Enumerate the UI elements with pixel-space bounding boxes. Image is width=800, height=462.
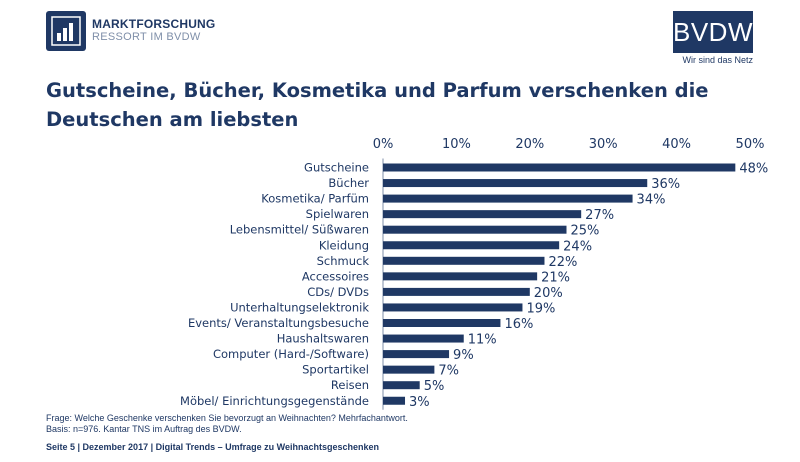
footnote-question: Frage: Welche Geschenke verschenken Sie … bbox=[46, 413, 408, 423]
bar bbox=[383, 256, 545, 265]
x-tick-label: 20% bbox=[515, 137, 544, 152]
data-label: 9% bbox=[453, 348, 474, 363]
logo-line-1: MARKTFORSCHUNG bbox=[92, 17, 216, 31]
category-label: Kleidung bbox=[319, 238, 369, 252]
x-tick-label: 40% bbox=[662, 137, 691, 152]
category-label: Gutscheine bbox=[304, 161, 369, 175]
data-label: 19% bbox=[526, 301, 555, 316]
x-tick-label: 0% bbox=[373, 137, 394, 152]
data-label: 21% bbox=[541, 270, 570, 285]
x-tick-label: 30% bbox=[589, 137, 618, 152]
page-footer: Seite 5 | Dezember 2017 | Digital Trends… bbox=[46, 442, 379, 452]
data-label: 16% bbox=[504, 317, 533, 332]
bar bbox=[383, 303, 523, 312]
data-label: 34% bbox=[637, 193, 666, 208]
bar bbox=[383, 163, 736, 172]
category-label: Bücher bbox=[328, 176, 369, 190]
bvdw-tagline: Wir sind das Netz bbox=[682, 55, 753, 65]
bar bbox=[383, 319, 501, 327]
bar bbox=[383, 381, 420, 390]
footnote-basis: Basis: n=976. Kantar TNS im Auftrag des … bbox=[46, 424, 242, 434]
footnote: Frage: Welche Geschenke verschenken Sie … bbox=[46, 413, 408, 435]
bar bbox=[383, 179, 648, 188]
category-label: Events/ Veranstaltungsbesuche bbox=[188, 316, 369, 330]
x-tick-label: 10% bbox=[442, 137, 471, 152]
bvdw-logo: BVDW Wir sind das Netz bbox=[673, 11, 753, 65]
category-label: Kosmetika/ Parfüm bbox=[261, 192, 369, 206]
category-label: CDs/ DVDs bbox=[307, 285, 369, 299]
data-label: 22% bbox=[548, 255, 577, 270]
logo-line-2: RESSORT IM BVDW bbox=[92, 31, 201, 43]
bar bbox=[383, 365, 435, 374]
marktforschung-logo: MARKTFORSCHUNG RESSORT IM BVDW bbox=[46, 11, 215, 51]
bar bbox=[383, 272, 538, 281]
data-label: 24% bbox=[563, 239, 592, 254]
category-label: Computer (Hard-/Software) bbox=[213, 347, 369, 361]
data-label: 3% bbox=[409, 395, 430, 410]
x-tick-label: 50% bbox=[736, 137, 765, 152]
category-label: Accessoires bbox=[302, 269, 369, 283]
data-label: 11% bbox=[468, 333, 497, 348]
category-label: Spielwaren bbox=[306, 207, 369, 221]
data-label: 7% bbox=[438, 364, 459, 379]
category-label: Möbel/ Einrichtungsgegenstände bbox=[180, 394, 369, 408]
bar bbox=[383, 334, 464, 343]
page-title: Gutscheine, Bücher, Kosmetika und Parfum… bbox=[46, 79, 709, 131]
data-label: 36% bbox=[651, 177, 680, 192]
data-label: 27% bbox=[585, 208, 614, 223]
bar bbox=[383, 396, 406, 405]
bar-chart-icon bbox=[46, 11, 86, 51]
bar bbox=[383, 225, 567, 234]
bar bbox=[383, 287, 530, 296]
data-label: 25% bbox=[571, 224, 600, 239]
bar bbox=[383, 194, 633, 203]
bar bbox=[383, 241, 560, 250]
bar bbox=[383, 210, 582, 219]
category-label: Schmuck bbox=[317, 254, 370, 268]
category-label: Haushaltswaren bbox=[277, 332, 369, 346]
bar bbox=[383, 350, 450, 359]
category-label: Reisen bbox=[331, 378, 369, 392]
bvdw-logo-name: BVDW bbox=[673, 11, 753, 53]
category-label: Sportartikel bbox=[302, 363, 369, 377]
data-label: 48% bbox=[739, 162, 768, 177]
category-label: Unterhaltungselektronik bbox=[230, 300, 369, 314]
data-label: 20% bbox=[534, 286, 563, 301]
data-label: 5% bbox=[424, 379, 445, 394]
category-label: Lebensmittel/ Süßwaren bbox=[230, 223, 369, 237]
